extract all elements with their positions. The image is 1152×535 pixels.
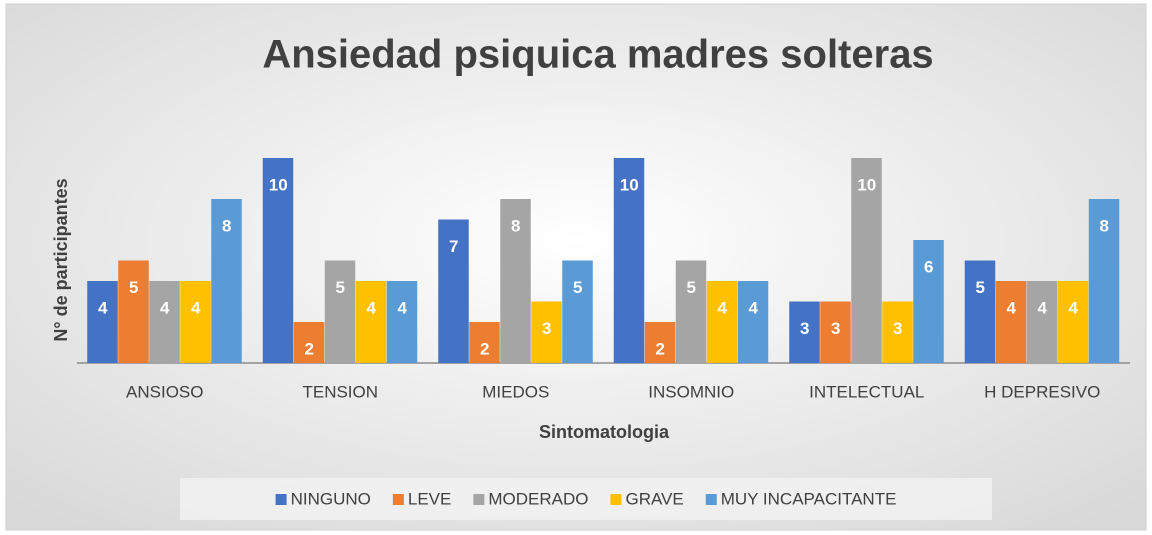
data-label: 4	[1069, 298, 1079, 317]
data-label: 5	[336, 278, 345, 297]
data-label: 2	[480, 339, 489, 358]
bar	[562, 260, 593, 363]
x-tick-label: INSOMNIO	[648, 382, 734, 401]
bar	[644, 322, 676, 363]
legend-swatch	[473, 494, 485, 505]
data-label: 4	[749, 298, 759, 317]
bar	[964, 260, 996, 363]
bar	[1088, 199, 1120, 363]
bar	[913, 240, 944, 363]
legend-label: NINGUNO	[291, 489, 371, 508]
data-label: 4	[1007, 298, 1017, 317]
data-label: 5	[573, 278, 582, 297]
data-label: 4	[398, 298, 408, 317]
x-tick-label: INTELECTUAL	[809, 382, 924, 401]
data-label: 6	[924, 257, 933, 276]
data-label: 5	[976, 278, 985, 297]
bar	[180, 281, 211, 363]
data-label: 5	[687, 278, 696, 297]
data-label: 8	[511, 216, 520, 235]
data-label: 4	[98, 298, 108, 317]
data-label: 4	[160, 298, 170, 317]
data-label: 7	[449, 237, 458, 256]
bar	[882, 301, 913, 363]
x-axis-title: Sintomatologia	[539, 422, 670, 442]
data-label: 4	[367, 298, 377, 317]
legend-swatch	[705, 494, 717, 505]
bar	[324, 260, 356, 363]
data-label: 8	[1100, 216, 1109, 235]
data-label: 4	[191, 298, 201, 317]
legend-label: LEVE	[408, 489, 451, 508]
bar	[87, 281, 118, 363]
legend-label: MUY INCAPACITANTE	[721, 489, 897, 508]
bar	[211, 199, 242, 363]
bar	[820, 301, 851, 363]
bar	[438, 219, 469, 363]
x-tick-label: ANSIOSO	[126, 382, 203, 401]
bar	[355, 281, 387, 363]
bar	[675, 260, 707, 363]
bar	[293, 322, 325, 363]
data-label: 3	[831, 319, 840, 338]
bar	[500, 199, 531, 363]
data-label: 2	[305, 339, 314, 358]
x-tick-label: TENSION	[302, 382, 378, 401]
bar	[118, 260, 149, 363]
legend-swatch	[610, 494, 622, 505]
data-label: 10	[857, 175, 876, 194]
legend-swatch	[275, 494, 287, 505]
data-label: 4	[718, 298, 728, 317]
bar	[531, 301, 562, 363]
bar	[851, 158, 882, 363]
data-label: 10	[620, 175, 639, 194]
bar	[789, 301, 820, 363]
bar	[706, 281, 738, 363]
data-label: 8	[222, 216, 231, 235]
legend-box	[180, 478, 992, 520]
bar	[995, 281, 1027, 363]
x-tick-label: MIEDOS	[482, 382, 549, 401]
bar	[1026, 281, 1058, 363]
data-label: 3	[800, 319, 809, 338]
bar	[262, 158, 294, 363]
data-label: 2	[656, 339, 665, 358]
bar	[386, 281, 418, 363]
y-axis-title: N° de participantes	[51, 178, 71, 341]
data-label: 10	[269, 175, 288, 194]
data-label: 4	[1038, 298, 1048, 317]
bar	[469, 322, 500, 363]
legend-swatch	[392, 494, 404, 505]
legend-label: MODERADO	[488, 489, 588, 508]
legend-label: GRAVE	[625, 489, 683, 508]
bar	[613, 158, 645, 363]
data-label: 3	[893, 319, 902, 338]
x-tick-label: H DEPRESIVO	[984, 382, 1100, 401]
bar	[149, 281, 180, 363]
data-label: 5	[129, 278, 138, 297]
chart-title: Ansiedad psiquica madres solteras	[262, 33, 933, 77]
data-label: 3	[542, 319, 551, 338]
bar	[1057, 281, 1089, 363]
bar	[737, 281, 769, 363]
